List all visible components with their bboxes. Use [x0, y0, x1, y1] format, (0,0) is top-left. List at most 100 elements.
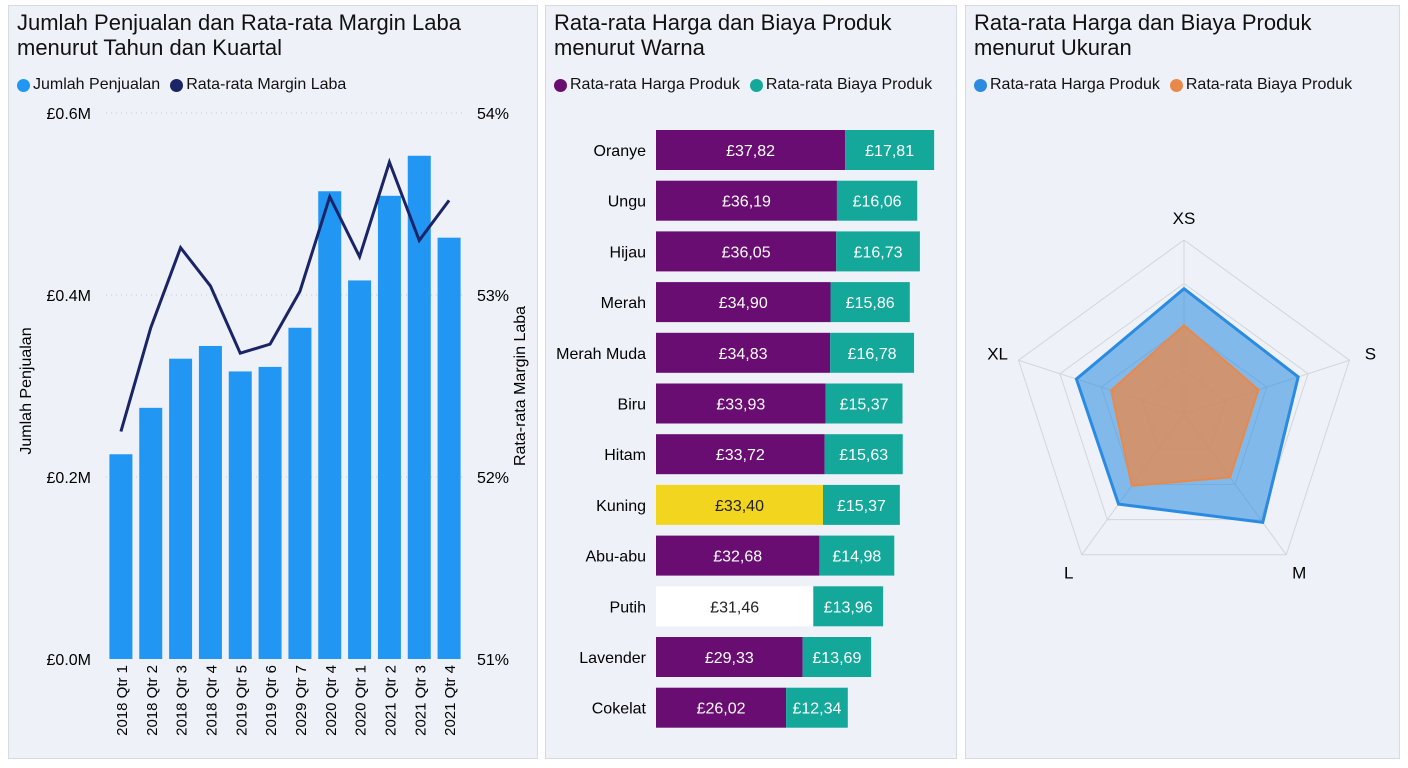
cost-data-label: £14,98 [832, 549, 881, 566]
x-tick-label: 2018 Qtr 2 [144, 665, 161, 736]
title-line: Jumlah Penjualan dan Rata-rata Margin La… [17, 10, 461, 35]
x-tick-label: 2029 Qtr 7 [293, 665, 310, 736]
price-data-label: £33,40 [715, 498, 764, 515]
price-bar [656, 484, 823, 525]
price-bar [656, 687, 787, 728]
cost-radar-area [1110, 323, 1260, 487]
chart-title: Rata-rata Harga dan Biaya Produk menurut… [554, 10, 892, 60]
x-tick-label: 2018 Qtr 1 [114, 665, 131, 736]
sales-bar [407, 155, 431, 659]
cost-data-label: £15,86 [846, 295, 895, 312]
legend-item-cost[interactable]: Rata-rata Biaya Produk [1169, 76, 1352, 94]
title-line: menurut Warna [554, 35, 705, 60]
sales-bar [109, 454, 133, 659]
x-tick-label: 2021 Qtr 2 [382, 665, 399, 736]
legend-item-price[interactable]: Rata-rata Harga Produk [974, 76, 1160, 94]
sales-bar [377, 195, 401, 659]
legend-label: Rata-rata Harga Produk [570, 76, 740, 93]
legend-label: Jumlah Penjualan [33, 76, 161, 93]
cost-data-label: £13,69 [812, 650, 861, 667]
price-data-label: £26,02 [697, 701, 746, 718]
category-label: Kuning [596, 498, 646, 515]
legend-dot [1169, 78, 1183, 92]
cost-data-label: £15,37 [840, 397, 889, 414]
title-line: Rata-rata Harga dan Biaya Produk [554, 10, 892, 35]
radar-grid-ring [1059, 282, 1309, 521]
x-tick-label: 2018 Qtr 4 [203, 665, 220, 736]
cost-bar [845, 130, 935, 170]
radar-axis-label: M [1292, 564, 1306, 583]
sales-bar [437, 237, 461, 660]
sales-bar [228, 371, 252, 659]
y2-axis-title: Rata-rata Margin Laba [512, 306, 529, 466]
cost-bar [836, 231, 920, 272]
cost-data-label: £13,96 [824, 599, 873, 616]
legend-dot [170, 78, 184, 92]
combo-chart: £0.0M £0.2M £0.4M £0.6M 51% 52% 53% 54% Jumlah P… [18, 106, 529, 736]
price-data-label: £37,82 [726, 143, 775, 160]
chart-title: Jumlah Penjualan dan Rata-rata Margin La… [17, 10, 461, 60]
sales-bar [258, 366, 282, 659]
legend-item-sales[interactable]: Jumlah Penjualan [17, 76, 160, 94]
legend-dot [17, 78, 30, 92]
category-label: Hitam [604, 447, 646, 464]
legend-item-price[interactable]: Rata-rata Harga Produk [554, 76, 740, 94]
legend-label: Rata-rata Harga Produk [990, 76, 1160, 93]
x-tick-label: 2019 Qtr 6 [263, 665, 280, 736]
combo-chart-panel: Jumlah Penjualan dan Rata-rata Margin La… [8, 5, 538, 759]
radar-axis-label: S [1365, 344, 1376, 363]
cost-data-label: £15,63 [839, 447, 888, 464]
y-tick-label: £0.0M [47, 652, 91, 669]
cost-bar [819, 535, 895, 576]
price-bar [656, 637, 803, 677]
price-data-label: £33,93 [716, 397, 765, 414]
cost-data-label: £16,78 [848, 346, 897, 363]
category-label: Merah Muda [556, 346, 646, 363]
category-label: Merah [601, 295, 646, 312]
price-data-label: £36,19 [722, 194, 771, 211]
legend-label: Rata-rata Margin Laba [186, 76, 347, 93]
y2-tick-label: 54% [477, 106, 509, 123]
category-label: Ungu [608, 194, 646, 211]
x-tick-label: 2020 Qtr 1 [353, 665, 370, 736]
sales-bar [318, 191, 342, 659]
sales-bar [348, 280, 372, 659]
cost-data-label: £16,73 [854, 244, 903, 261]
legend-item-cost[interactable]: Rata-rata Biaya Produk [749, 76, 932, 94]
cost-data-label: £12,34 [792, 701, 841, 718]
x-tick-label: 2018 Qtr 3 [174, 665, 191, 736]
category-label: Hijau [610, 244, 646, 261]
radar-panel: Rata-rata Harga dan Biaya Produk menurut… [965, 5, 1400, 759]
cost-bar [813, 586, 884, 627]
radar-chart: XS S M L XL [987, 209, 1376, 583]
sales-bar [139, 407, 163, 659]
price-bar [656, 383, 826, 424]
y2-tick-label: 52% [477, 470, 509, 487]
legend-item-margin[interactable]: Rata-rata Margin Laba [170, 76, 346, 94]
cost-bar [786, 687, 848, 728]
cost-bar [802, 637, 872, 677]
cost-bar [830, 282, 910, 323]
chart-title: Rata-rata Harga dan Biaya Produk menurut… [974, 10, 1312, 60]
price-bar [656, 231, 837, 272]
y-tick-label: £0.6M [47, 106, 91, 123]
legend: Rata-rata Harga Produk Rata-rata Biaya P… [974, 76, 1352, 94]
y-tick-label: £0.2M [47, 470, 91, 487]
title-line: Rata-rata Harga dan Biaya Produk [974, 10, 1312, 35]
x-tick-label: 2021 Qtr 4 [442, 665, 459, 736]
cost-bar [836, 180, 918, 221]
sales-bar [198, 345, 222, 659]
legend-dot [749, 78, 763, 92]
x-tick-label: 2020 Qtr 4 [323, 665, 340, 736]
category-label: Biru [618, 397, 646, 414]
price-data-label: £34,90 [719, 295, 768, 312]
title-line: menurut Ukuran [974, 35, 1132, 60]
price-data-label: £36,05 [722, 244, 771, 261]
cost-bar [823, 484, 900, 525]
category-label: Putih [610, 599, 646, 616]
price-data-label: £32,68 [713, 549, 762, 566]
y-tick-label: £0.4M [47, 288, 91, 305]
price-bar [656, 332, 831, 373]
cost-bar [830, 332, 915, 373]
price-bar [656, 130, 846, 170]
